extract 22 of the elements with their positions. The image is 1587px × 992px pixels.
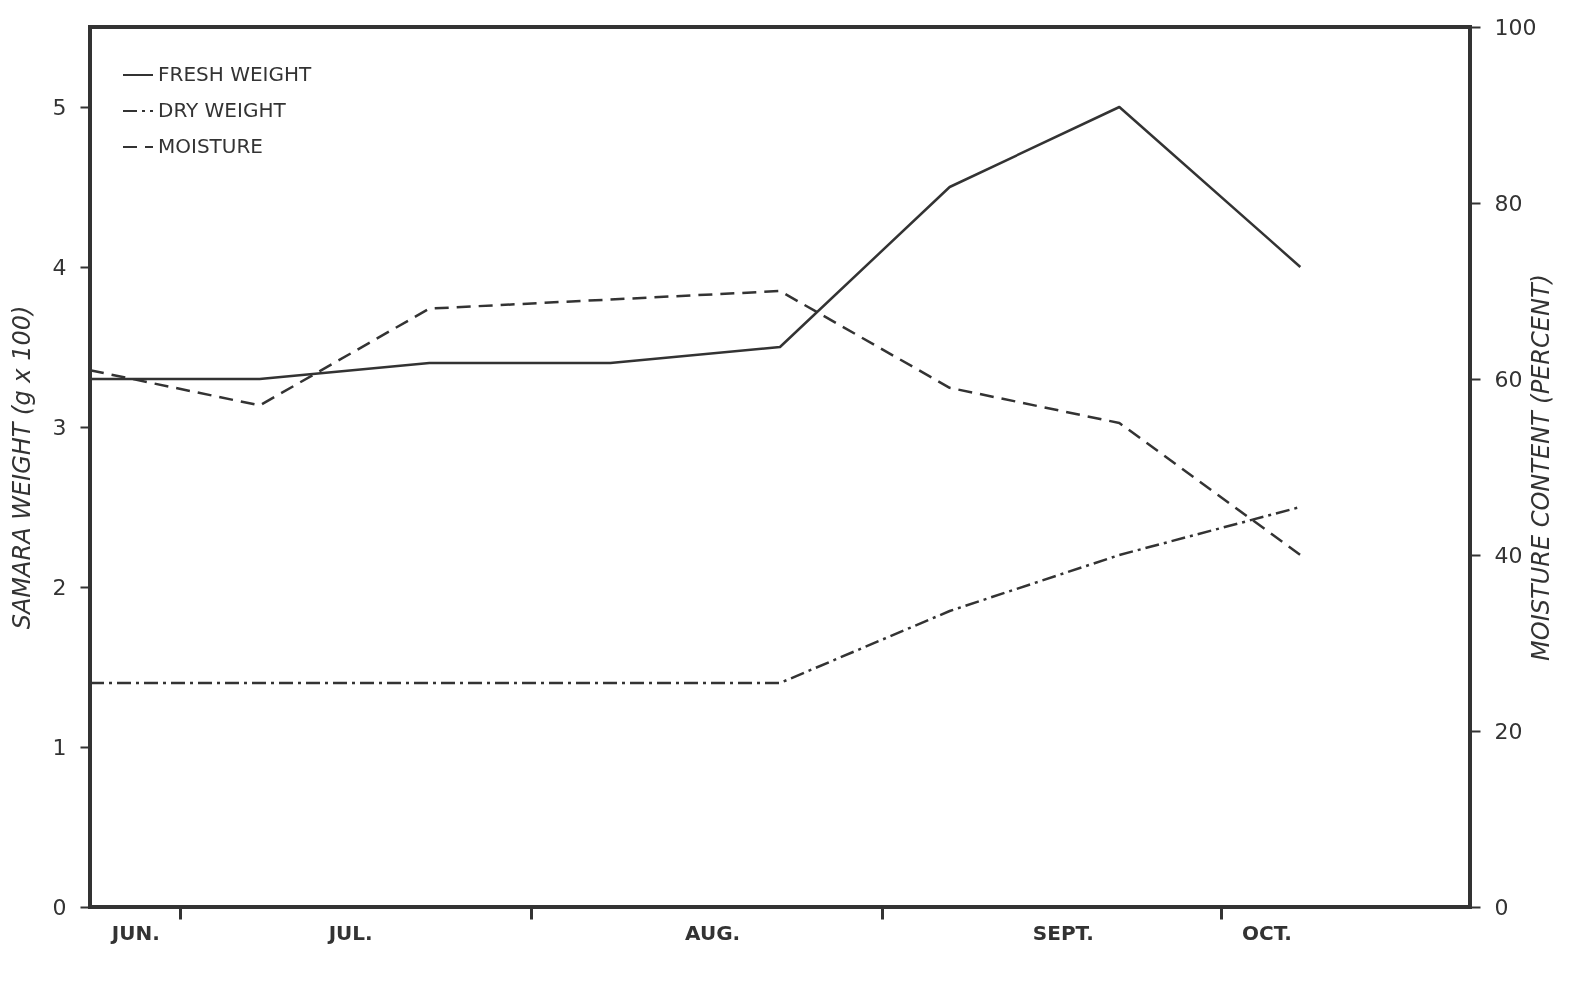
legend-label: DRY WEIGHT xyxy=(158,98,287,122)
y2-tick-label: 80 xyxy=(1494,190,1523,216)
x-tick-label: OCT. xyxy=(1241,920,1292,945)
y2-tick-label: 20 xyxy=(1494,718,1523,744)
y2-tick-label: 0 xyxy=(1494,894,1509,920)
legend-label: FRESH WEIGHT xyxy=(158,62,312,86)
x-tick-label: JUL. xyxy=(326,920,373,945)
legend-label: MOISTURE xyxy=(158,134,263,158)
y-tick-label: 5 xyxy=(52,94,67,120)
y-tick-label: 0 xyxy=(52,894,67,920)
x-tick-label: JUN. xyxy=(109,920,160,945)
y2-axis-title: MOISTURE CONTENT (PERCENT) xyxy=(1527,274,1556,661)
y-tick-label: 2 xyxy=(52,574,67,600)
x-tick-label: SEPT. xyxy=(1032,920,1094,945)
y-tick-label: 1 xyxy=(52,734,67,760)
x-tick-label: AUG. xyxy=(685,920,741,945)
y2-tick-label: 60 xyxy=(1494,366,1523,392)
y2-tick-label: 100 xyxy=(1494,14,1537,40)
y-axis-title: SAMARA WEIGHT (g x 100) xyxy=(7,305,36,630)
y-tick-label: 3 xyxy=(52,414,67,440)
y-tick-label: 4 xyxy=(52,254,67,280)
y2-tick-label: 40 xyxy=(1494,542,1523,568)
